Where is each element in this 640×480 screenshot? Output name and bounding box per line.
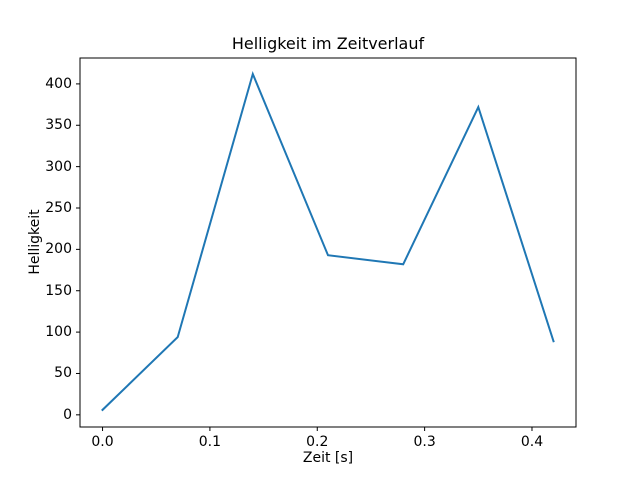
data-line	[101, 70, 555, 412]
y-tick-label: 350	[45, 117, 72, 134]
x-tick-label: 0.4	[520, 434, 544, 450]
y-tick-label: 300	[45, 158, 72, 175]
y-tick-label: 150	[45, 282, 72, 299]
y-tick-label: 250	[45, 199, 72, 216]
chart-title: Helligkeit im Zeitverlauf	[231, 34, 425, 53]
x-axis-label: Zeit [s]	[302, 450, 354, 466]
x-tick-label: 0.2	[306, 434, 329, 450]
x-tick-label: 0.0	[91, 434, 114, 450]
y-tick-label: 50	[54, 365, 72, 382]
y-tick-label: 200	[45, 241, 72, 258]
axes-spines	[79, 57, 577, 428]
y-tick-label: 400	[45, 75, 72, 92]
y-tick-label: 100	[45, 324, 72, 341]
x-tick-label: 0.3	[413, 434, 436, 450]
x-tick-label: 0.1	[198, 434, 222, 450]
y-tick-label: 0	[63, 406, 72, 423]
